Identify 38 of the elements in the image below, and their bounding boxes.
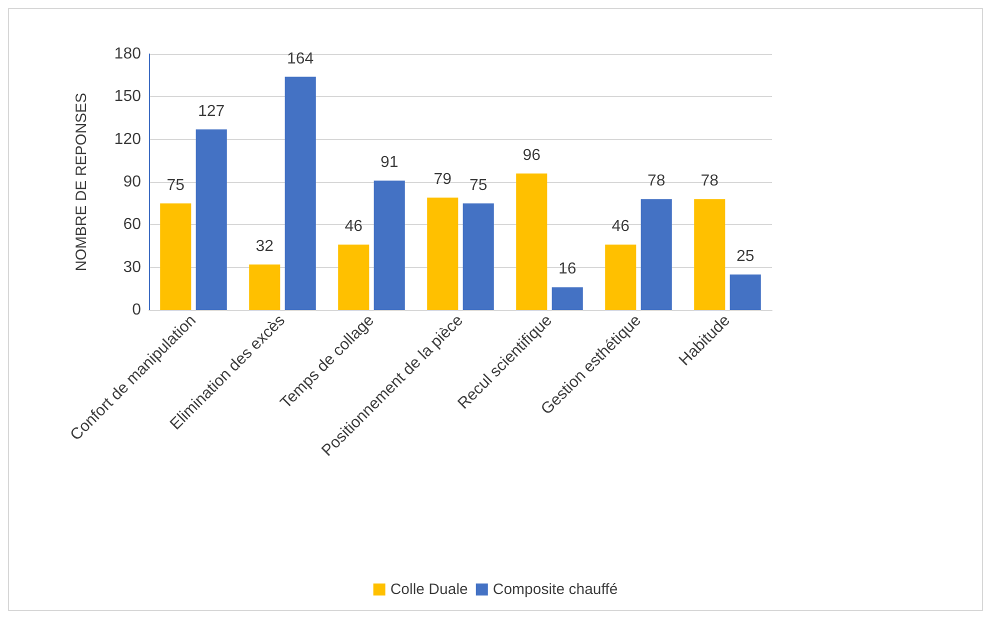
data-label: 32 xyxy=(256,238,274,255)
y-tick-label: 30 xyxy=(123,258,142,276)
y-tick-label: 180 xyxy=(114,46,142,62)
bar xyxy=(338,244,370,310)
data-label: 46 xyxy=(612,218,630,236)
data-label: 79 xyxy=(434,171,452,188)
bar xyxy=(730,274,761,310)
bar xyxy=(284,76,316,310)
bar xyxy=(462,203,494,310)
data-label: 16 xyxy=(558,260,576,278)
bar xyxy=(196,129,227,310)
data-label: 78 xyxy=(647,172,666,190)
data-label: 164 xyxy=(287,50,314,68)
bar xyxy=(694,199,726,310)
data-label: 75 xyxy=(469,176,488,194)
bar xyxy=(516,173,548,310)
data-label: 78 xyxy=(700,172,719,190)
y-axis-title: NOMBRE DE REPONSES xyxy=(73,92,90,272)
data-label: 96 xyxy=(522,146,541,164)
bar xyxy=(374,180,405,310)
y-tick-label: 60 xyxy=(123,216,142,234)
legend-label: Composite chauffé xyxy=(492,581,618,598)
y-tick-label: 0 xyxy=(132,302,142,318)
bar xyxy=(427,198,458,310)
bar xyxy=(552,287,583,310)
data-label: 91 xyxy=(380,154,398,172)
data-label: 127 xyxy=(198,102,225,120)
bar xyxy=(160,203,192,310)
bar xyxy=(249,264,280,310)
y-tick-label: 90 xyxy=(123,174,142,190)
bar xyxy=(640,199,672,310)
data-label: 46 xyxy=(344,218,363,236)
y-tick-label: 150 xyxy=(114,88,142,106)
data-label: 75 xyxy=(166,176,185,194)
data-label: 25 xyxy=(736,248,754,265)
bar xyxy=(605,244,636,310)
legend-label: Colle Duale xyxy=(390,581,468,598)
y-tick-label: 120 xyxy=(114,130,142,148)
